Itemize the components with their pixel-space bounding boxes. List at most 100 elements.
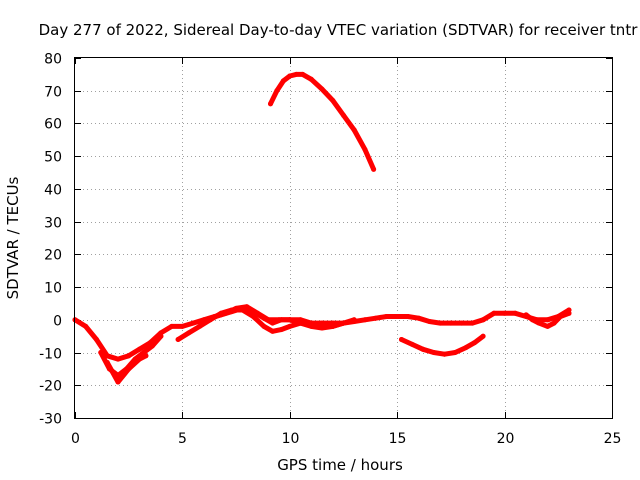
label-layer: -30 -20 -10 0 10 20 30 40 50 60 70 80 0 5 10 15 20 25 xyxy=(39,52,621,448)
data-point xyxy=(551,320,557,326)
data-point xyxy=(362,317,368,323)
data-point xyxy=(523,312,529,318)
data-point xyxy=(416,315,422,321)
data-point xyxy=(448,320,454,326)
data-point xyxy=(420,346,426,352)
y-tick-label: 30 xyxy=(44,216,62,232)
data-point xyxy=(371,166,377,172)
data-point xyxy=(362,147,368,153)
data-point xyxy=(426,319,432,324)
y-axis-title: SDTVAR / TECUs xyxy=(4,176,22,299)
data-point xyxy=(287,73,293,79)
data-point xyxy=(300,71,306,77)
data-point xyxy=(442,351,447,357)
data-point xyxy=(308,76,314,82)
data-point xyxy=(158,333,164,339)
data-point xyxy=(175,337,181,342)
data-point xyxy=(293,71,299,77)
data-point xyxy=(469,320,475,326)
data-point xyxy=(399,337,404,342)
data-point xyxy=(330,323,336,329)
data-point xyxy=(280,78,286,84)
data-point xyxy=(437,320,443,326)
y-tick-label: 40 xyxy=(44,183,62,199)
data-point xyxy=(126,353,132,359)
data-point xyxy=(330,98,336,103)
data-point xyxy=(278,327,284,333)
data-point xyxy=(502,310,508,316)
series-layer xyxy=(72,71,572,385)
data-point xyxy=(136,356,142,362)
plot-frame xyxy=(74,57,613,419)
data-point xyxy=(545,323,551,329)
y-tick-label: 10 xyxy=(44,281,62,297)
x-tick-label: 20 xyxy=(497,431,515,447)
data-point xyxy=(169,323,175,329)
data-point xyxy=(431,350,437,355)
data-point xyxy=(319,325,325,331)
data-point xyxy=(566,310,572,316)
data-point xyxy=(480,317,486,323)
data-point xyxy=(274,88,280,94)
data-point xyxy=(149,343,155,349)
y-tick-label: -20 xyxy=(39,379,62,395)
data-point xyxy=(115,356,121,362)
data-point xyxy=(530,317,535,323)
data-point xyxy=(287,323,293,329)
data-point xyxy=(268,101,273,107)
data-point xyxy=(341,112,346,118)
data-point xyxy=(394,314,400,319)
data-point xyxy=(351,317,357,323)
data-point xyxy=(207,315,213,321)
data-point xyxy=(115,379,121,385)
data-point xyxy=(179,323,185,329)
data-point xyxy=(298,320,303,326)
data-point xyxy=(218,312,224,318)
data-point xyxy=(384,314,389,319)
data-point xyxy=(229,309,235,315)
data-point xyxy=(459,320,465,326)
data-point xyxy=(278,317,284,323)
data-point xyxy=(373,315,379,321)
data-point xyxy=(98,350,104,355)
y-tick-label: 0 xyxy=(53,314,62,330)
data-point xyxy=(240,305,245,311)
data-point xyxy=(261,323,267,329)
data-point xyxy=(308,323,314,329)
x-tick-label: 0 xyxy=(71,431,80,447)
y-tick-label: -10 xyxy=(39,347,62,363)
x-tick-label: 5 xyxy=(178,431,187,447)
data-point xyxy=(126,366,132,372)
data-point xyxy=(452,350,458,355)
data-point xyxy=(261,315,267,321)
data-point xyxy=(480,333,486,339)
data-point xyxy=(186,330,192,336)
data-point xyxy=(287,317,293,323)
x-tick-label: 10 xyxy=(282,431,300,447)
data-point xyxy=(190,320,196,326)
data-point xyxy=(512,310,518,316)
chart-title: Day 277 of 2022, Sidereal Day-to-day VTE… xyxy=(39,21,639,39)
y-tick-label: 80 xyxy=(44,52,62,68)
data-point xyxy=(409,341,415,347)
data-point xyxy=(536,320,542,326)
y-tick-label: 70 xyxy=(44,85,62,101)
data-point xyxy=(197,323,203,329)
data-point xyxy=(405,314,411,319)
data-point xyxy=(104,359,110,365)
data-point xyxy=(270,328,276,334)
data-point xyxy=(319,86,325,92)
data-point xyxy=(143,353,149,359)
y-tick-label: 20 xyxy=(44,248,62,264)
data-point xyxy=(270,320,276,326)
data-point xyxy=(545,317,551,323)
data-point xyxy=(83,323,89,329)
data-point xyxy=(463,345,469,351)
data-point xyxy=(351,127,357,133)
y-tick-label: -30 xyxy=(39,412,62,428)
data-point xyxy=(136,346,142,352)
data-point xyxy=(94,337,99,342)
data-point xyxy=(491,310,497,316)
data-point xyxy=(250,309,256,315)
